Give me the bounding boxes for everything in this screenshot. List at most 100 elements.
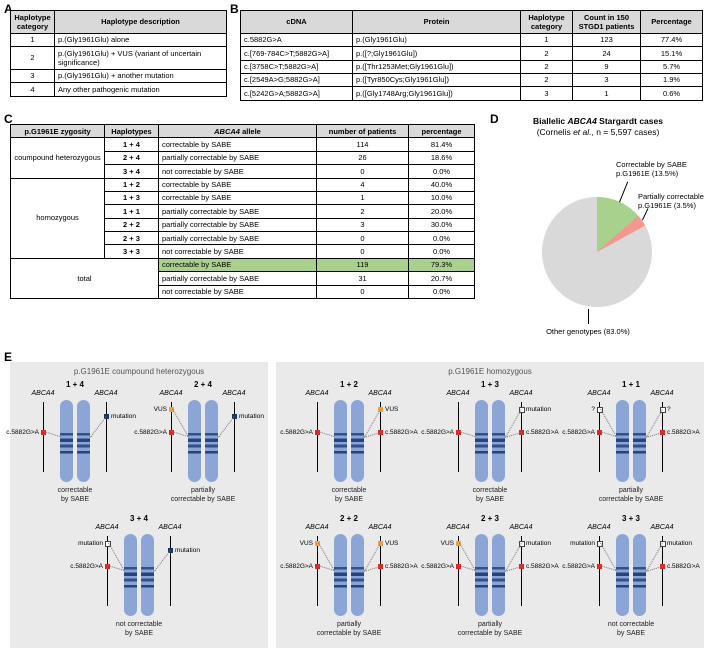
cell-count: 24 — [572, 46, 641, 61]
gene-label: ABCA4 — [587, 390, 611, 397]
variant-marker — [456, 541, 461, 546]
table-row: 1 + 1 partially correctable by SABE 2 20… — [11, 204, 475, 219]
variant-marker — [597, 564, 602, 569]
allele-line — [317, 536, 318, 606]
variant-marker — [660, 541, 666, 547]
cell-haplotypes: 2 + 4 — [104, 150, 159, 166]
cell-category: 1 — [10, 32, 55, 48]
gene-label: ABCA4 — [446, 524, 470, 531]
table-row: 1 p.(Gly1961Glu) alone — [10, 32, 227, 48]
column-header-cdna: cDNA — [240, 10, 353, 34]
chromosome — [633, 400, 646, 482]
panel-label-c: C — [4, 112, 13, 126]
cell-allele: partially correctable by SABE — [158, 150, 317, 166]
marker-label: VUS — [385, 405, 399, 413]
haplotype-category-table: Haplotype category Haplotype description… — [10, 10, 227, 97]
marker-label: mutation — [570, 539, 595, 547]
gene-name-italic: ABCA4 — [567, 116, 597, 126]
variant-marker — [168, 548, 173, 553]
variant-marker — [660, 407, 666, 413]
cell-percentage: 30.0% — [408, 217, 475, 233]
cell-description: Any other pathogenic mutation — [54, 82, 227, 97]
marker-label: c.5882G>A — [6, 428, 39, 436]
variant-marker — [519, 541, 525, 547]
cell-percentage: 5.7% — [640, 59, 703, 74]
marker-label: c.5882G>A — [385, 562, 418, 570]
cell-percentage: 20.0% — [408, 204, 475, 219]
gene-label: ABCA4 — [368, 524, 392, 531]
cell-haplotypes: 1 + 1 — [104, 204, 159, 219]
marker-label: mutation — [526, 405, 551, 413]
diagram-caption: correctable by SABE — [331, 487, 367, 504]
cell-cdna: c.[3758C>T;5882G>A] — [240, 59, 353, 74]
variant-marker — [660, 564, 665, 569]
chromosome — [351, 534, 364, 616]
homozygous-box: p.G1961E homozygous 1 + 2 ABCA4 ABCA4 c.588… — [276, 362, 704, 648]
cell-category: 3 — [10, 68, 55, 84]
diagram-caption: partially correctable by SABE — [316, 621, 382, 638]
gene-label: ABCA4 — [509, 390, 533, 397]
pie-label-correctable: Correctable by SABE p.G1961E (13.5%) — [616, 160, 687, 179]
allele-line — [380, 536, 381, 606]
haplotype-diagram: 1 + 2 ABCA4 ABCA4 c.5882G>A VUS c.5882G>A corr… — [280, 380, 417, 512]
table-row: 3 + 4 not correctable by SABE 0 0.0% — [11, 164, 475, 179]
marker-label: ? — [591, 405, 595, 413]
cell-allele: partially correctable by SABE — [158, 271, 317, 286]
table-row: total correctable by SABE 119 79.3% — [10, 257, 475, 299]
cell-count: 9 — [572, 59, 641, 74]
cell-percentage: 0.0% — [408, 164, 475, 179]
marker-label: mutation — [175, 546, 200, 554]
chromosome — [77, 400, 90, 482]
allele-line — [107, 536, 108, 606]
cell-category: 4 — [10, 82, 55, 97]
variant-count-table: cDNA Protein Haplotype category Count in… — [240, 10, 703, 101]
allele-line — [521, 402, 522, 472]
cell-allele: partially correctable by SABE — [158, 204, 317, 219]
chromosome — [60, 400, 73, 482]
table-row: 2 + 3 partially correctable by SABE 0 0.… — [11, 230, 475, 246]
group-title-compound-heterozygous: p.G1961E coumpound heterozygous — [73, 367, 205, 376]
cell-allele: not correctable by SABE — [158, 164, 317, 179]
pie-chart — [542, 197, 652, 307]
cell-haplotypes: 1 + 4 — [104, 137, 159, 152]
marker-label: mutation — [78, 539, 103, 547]
cell-protein: p.([Tyr850Cys;Gly1961Glu]) — [352, 72, 521, 88]
cell-patients: 26 — [316, 150, 409, 166]
pie-chart-title: Biallelic ABCA4 Stargardt cases (Corneli… — [492, 116, 704, 138]
haplotype-diagram: 2 + 4 ABCA4 ABCA4 VUS c.5882G>A mutation parti… — [134, 380, 266, 512]
chromosome — [205, 400, 218, 482]
column-header-haplotype-category: Haplotype category — [520, 10, 573, 34]
variant-marker — [378, 407, 383, 412]
marker-label: c.5882G>A — [667, 428, 700, 436]
cell-patients: 3 — [316, 217, 409, 233]
variant-marker — [315, 430, 320, 435]
gene-label: ABCA4 — [95, 524, 119, 531]
gene-label: ABCA4 — [305, 390, 329, 397]
cell-allele: not correctable by SABE — [158, 284, 317, 299]
chromosome — [492, 400, 505, 482]
chromosome — [475, 534, 488, 616]
chromosome — [492, 534, 505, 616]
cell-count: 123 — [572, 32, 641, 48]
table-row: 1 + 3 correctable by SABE 1 10.0% — [11, 190, 475, 206]
chromosome — [616, 534, 629, 616]
gene-label: ABCA4 — [222, 390, 246, 397]
column-header-allele: ABCA4 allele — [158, 123, 317, 139]
variant-marker — [597, 541, 603, 547]
column-header-haplotype-description: Haplotype description — [54, 10, 227, 34]
gene-label: ABCA4 — [587, 524, 611, 531]
connector-line — [154, 550, 171, 572]
cell-cdna: c.[2549A>G;5882G>A] — [240, 72, 353, 88]
cell-percentage: 79.3% — [408, 257, 475, 273]
diagram-caption: correctable by SABE — [57, 487, 93, 504]
gene-label: ABCA4 — [650, 524, 674, 531]
cell-allele: correctable by SABE — [158, 137, 317, 152]
gene-label: ABCA4 — [159, 390, 183, 397]
cell-percentage: 81.4% — [408, 137, 475, 152]
cell-percentage: 77.4% — [640, 32, 703, 48]
table-row: 2 p.(Gly1961Glu) + VUS (variant of uncer… — [10, 46, 227, 70]
variant-marker — [660, 430, 665, 435]
table-row: c.[2549A>G;5882G>A] p.([Tyr850Cys;Gly196… — [240, 72, 703, 88]
table-row: c.[3758C>T;5882G>A] p.([Thr1253Met;Gly19… — [240, 59, 703, 74]
cell-zygosity: homozygous — [10, 177, 105, 259]
